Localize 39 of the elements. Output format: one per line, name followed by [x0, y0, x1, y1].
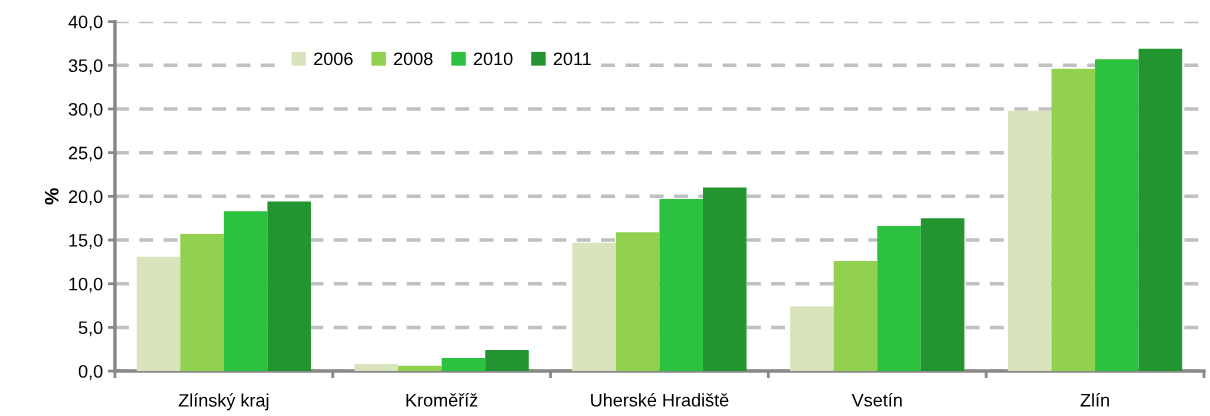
legend-label: 2011: [553, 52, 591, 66]
bar: [615, 232, 660, 372]
bar: [1051, 68, 1096, 372]
bar: [1138, 48, 1183, 372]
y-tick-label: 40,0: [68, 15, 103, 31]
legend-label: 2006: [314, 52, 353, 66]
bar: [877, 226, 921, 372]
bar: [485, 350, 529, 372]
y-tick-label: 10,0: [69, 277, 103, 293]
y-tick-label: 35,0: [68, 59, 103, 75]
y-tick-label: 20,0: [68, 190, 103, 206]
bar: [833, 261, 878, 372]
bar: [267, 201, 311, 372]
y-tick-label: 5,0: [78, 321, 103, 337]
y-tick-label: 30,0: [68, 102, 103, 118]
bar: [659, 198, 704, 372]
x-tick-label: Vsetín: [851, 393, 902, 407]
y-axis-title: %: [44, 188, 59, 205]
bar: [703, 187, 747, 372]
y-tick-label: 25,0: [68, 146, 103, 162]
bar: [354, 364, 399, 372]
legend-label: 2008: [394, 52, 433, 66]
y-tick-label: 15,0: [69, 233, 103, 249]
bar: [790, 306, 834, 372]
x-tick-label: Zlín: [1080, 393, 1109, 407]
bar: [223, 211, 268, 372]
legend-label: 2010: [473, 52, 513, 66]
bar: [920, 218, 965, 372]
bar: [441, 357, 486, 372]
x-tick-label: Uherské Hradiště: [591, 393, 729, 407]
bar: [398, 365, 442, 372]
bar: [180, 233, 224, 372]
x-tick-label: Kroměříž: [406, 393, 478, 407]
x-tick-label: Zlínský kraj: [178, 393, 269, 411]
bar: [572, 242, 616, 372]
bar: [1095, 59, 1139, 372]
bar: [136, 256, 181, 372]
bar: [1007, 110, 1052, 372]
y-tick-label: 0,0: [78, 365, 103, 380]
